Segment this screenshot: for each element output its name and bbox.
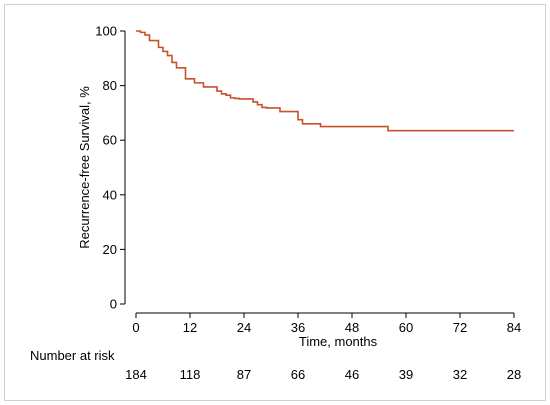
axes-group xyxy=(124,31,514,314)
chart-frame xyxy=(4,4,546,401)
x-tick-label: 12 xyxy=(183,320,197,335)
x-axis-label: Time, months xyxy=(299,334,378,349)
risk-count: 39 xyxy=(399,367,413,382)
survival-curve xyxy=(136,30,514,132)
risk-count: 118 xyxy=(180,367,201,382)
risk-count: 184 xyxy=(125,367,147,382)
y-tick-label: 20 xyxy=(103,242,117,257)
y-tick-label: 0 xyxy=(110,297,117,312)
x-tick-label: 24 xyxy=(237,320,251,335)
y-ticks-group: 0 20 40 60 80 100 xyxy=(95,24,125,312)
risk-count: 66 xyxy=(291,367,305,382)
y-tick-label: 40 xyxy=(103,187,117,202)
x-tick-label: 72 xyxy=(453,320,467,335)
risk-count: 46 xyxy=(345,367,359,382)
risk-count: 87 xyxy=(237,367,251,382)
x-tick-label: 48 xyxy=(345,320,359,335)
y-axis-label: Recurrence-free Survival, % xyxy=(77,86,92,249)
x-tick-label: 60 xyxy=(399,320,413,335)
x-tick-label: 84 xyxy=(507,320,521,335)
y-tick-label: 60 xyxy=(103,133,117,148)
risk-count: 28 xyxy=(507,367,521,382)
y-tick-label: 100 xyxy=(95,24,117,39)
x-ticks-group: 0 12 24 36 48 60 72 84 xyxy=(132,313,521,335)
risk-table-counts: 184 118 87 66 46 39 32 28 xyxy=(125,367,521,382)
risk-count: 32 xyxy=(453,367,467,382)
y-tick-label: 80 xyxy=(103,78,117,93)
risk-table-label: Number at risk xyxy=(30,348,115,363)
x-tick-label: 0 xyxy=(132,320,139,335)
x-tick-label: 36 xyxy=(291,320,305,335)
